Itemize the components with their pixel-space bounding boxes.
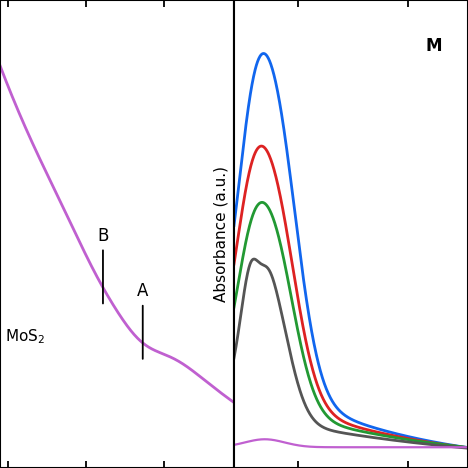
Text: A: A [137, 282, 148, 359]
Text: B: B [97, 227, 109, 303]
Text: M: M [426, 37, 442, 55]
Y-axis label: Absorbance (a.u.): Absorbance (a.u.) [213, 166, 228, 302]
Text: MoS$_2$: MoS$_2$ [5, 328, 44, 346]
